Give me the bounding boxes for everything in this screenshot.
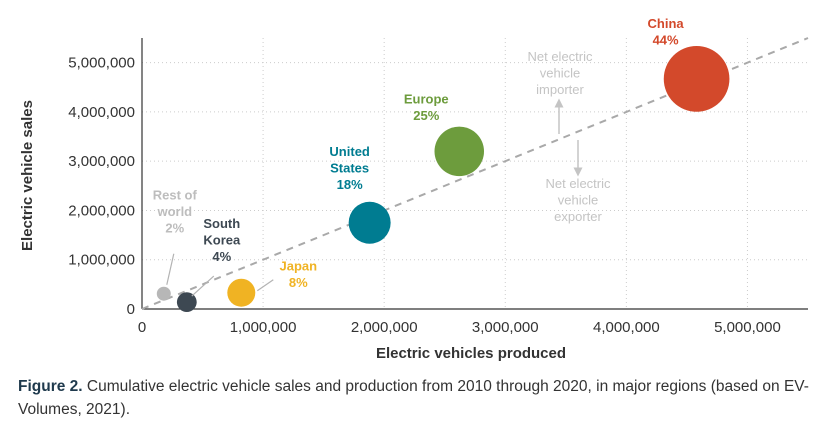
bubble-china: [663, 46, 730, 112]
figure-caption: Figure 2. Cumulative electric vehicle sa…: [18, 375, 818, 421]
x-tick-label: 5,000,000: [714, 319, 781, 336]
bubble-europe: [434, 126, 485, 177]
label-line: Rest of: [153, 188, 198, 203]
importer-annotation: Net electric vehicle importer: [527, 49, 593, 97]
label-line: Korea: [203, 233, 241, 248]
x-tick-label: 0: [138, 319, 146, 336]
caption-label: Figure 2.: [18, 378, 83, 395]
label-line: 2%: [165, 221, 184, 236]
label-line: China: [648, 16, 685, 31]
label-line: 44%: [653, 32, 679, 47]
label-line: United: [329, 144, 370, 159]
y-axis-title: Electric vehicle sales: [19, 100, 36, 251]
label-line: 8%: [289, 275, 308, 290]
x-tick-label: 2,000,000: [351, 319, 418, 336]
x-tick-label: 3,000,000: [472, 319, 539, 336]
label-united-states: United States 18%: [329, 144, 370, 192]
annotation-line: importer: [536, 82, 584, 97]
bubbles: [156, 46, 730, 313]
label-japan: Japan 8%: [280, 259, 318, 291]
y-tick-label: 1,000,000: [68, 252, 135, 269]
y-tick-label: 5,000,000: [68, 55, 135, 72]
label-line: 4%: [212, 249, 231, 264]
bubble-united-states: [348, 201, 391, 244]
label-rest-of-world: Rest of world 2%: [153, 188, 198, 236]
label-pointer: [256, 279, 274, 292]
bubble-labels: Rest of world 2% South Korea 4%Japan 8%United S…: [153, 16, 685, 297]
bubble-rest-of-world: [156, 286, 171, 301]
annotation-line: exporter: [554, 209, 602, 224]
annotation-line: Net electric: [527, 49, 593, 64]
exporter-annotation: Net electric vehicle exporter: [545, 176, 611, 224]
annotation-line: vehicle: [558, 193, 598, 208]
tick-labels: 0 1,000,000 2,000,000 3,000,000 4,000,000 5,0…: [68, 55, 781, 336]
label-line: world: [156, 204, 192, 219]
bubble-japan: [227, 278, 256, 307]
x-tick-label: 1,000,000: [230, 319, 297, 336]
annotation-line: vehicle: [540, 66, 580, 81]
y-tick-label: 4,000,000: [68, 104, 135, 121]
x-tick-label: 4,000,000: [593, 319, 660, 336]
label-line: Europe: [404, 91, 449, 106]
label-pointer: [191, 275, 215, 297]
x-axis-title: Electric vehicles produced: [376, 345, 566, 362]
label-line: Japan: [280, 259, 318, 274]
label-line: 18%: [337, 177, 363, 192]
label-pointer: [166, 253, 175, 285]
y-tick-label: 3,000,000: [68, 153, 135, 170]
label-south-korea: South Korea 4%: [203, 216, 241, 264]
y-tick-label: 2,000,000: [68, 202, 135, 219]
bubble-chart: 0 1,000,000 2,000,000 3,000,000 4,000,000 5,0…: [19, 16, 809, 362]
label-china: China 44%: [648, 16, 685, 47]
label-europe: Europe 25%: [404, 91, 449, 123]
axes: [141, 38, 808, 310]
label-line: 25%: [413, 108, 439, 123]
label-line: South: [203, 216, 240, 231]
annotation-line: Net electric: [545, 176, 611, 191]
bubble-south-korea: [176, 292, 197, 313]
label-line: States: [330, 160, 369, 175]
caption-text: Cumulative electric vehicle sales and pr…: [18, 378, 809, 418]
y-tick-label: 0: [127, 301, 135, 318]
